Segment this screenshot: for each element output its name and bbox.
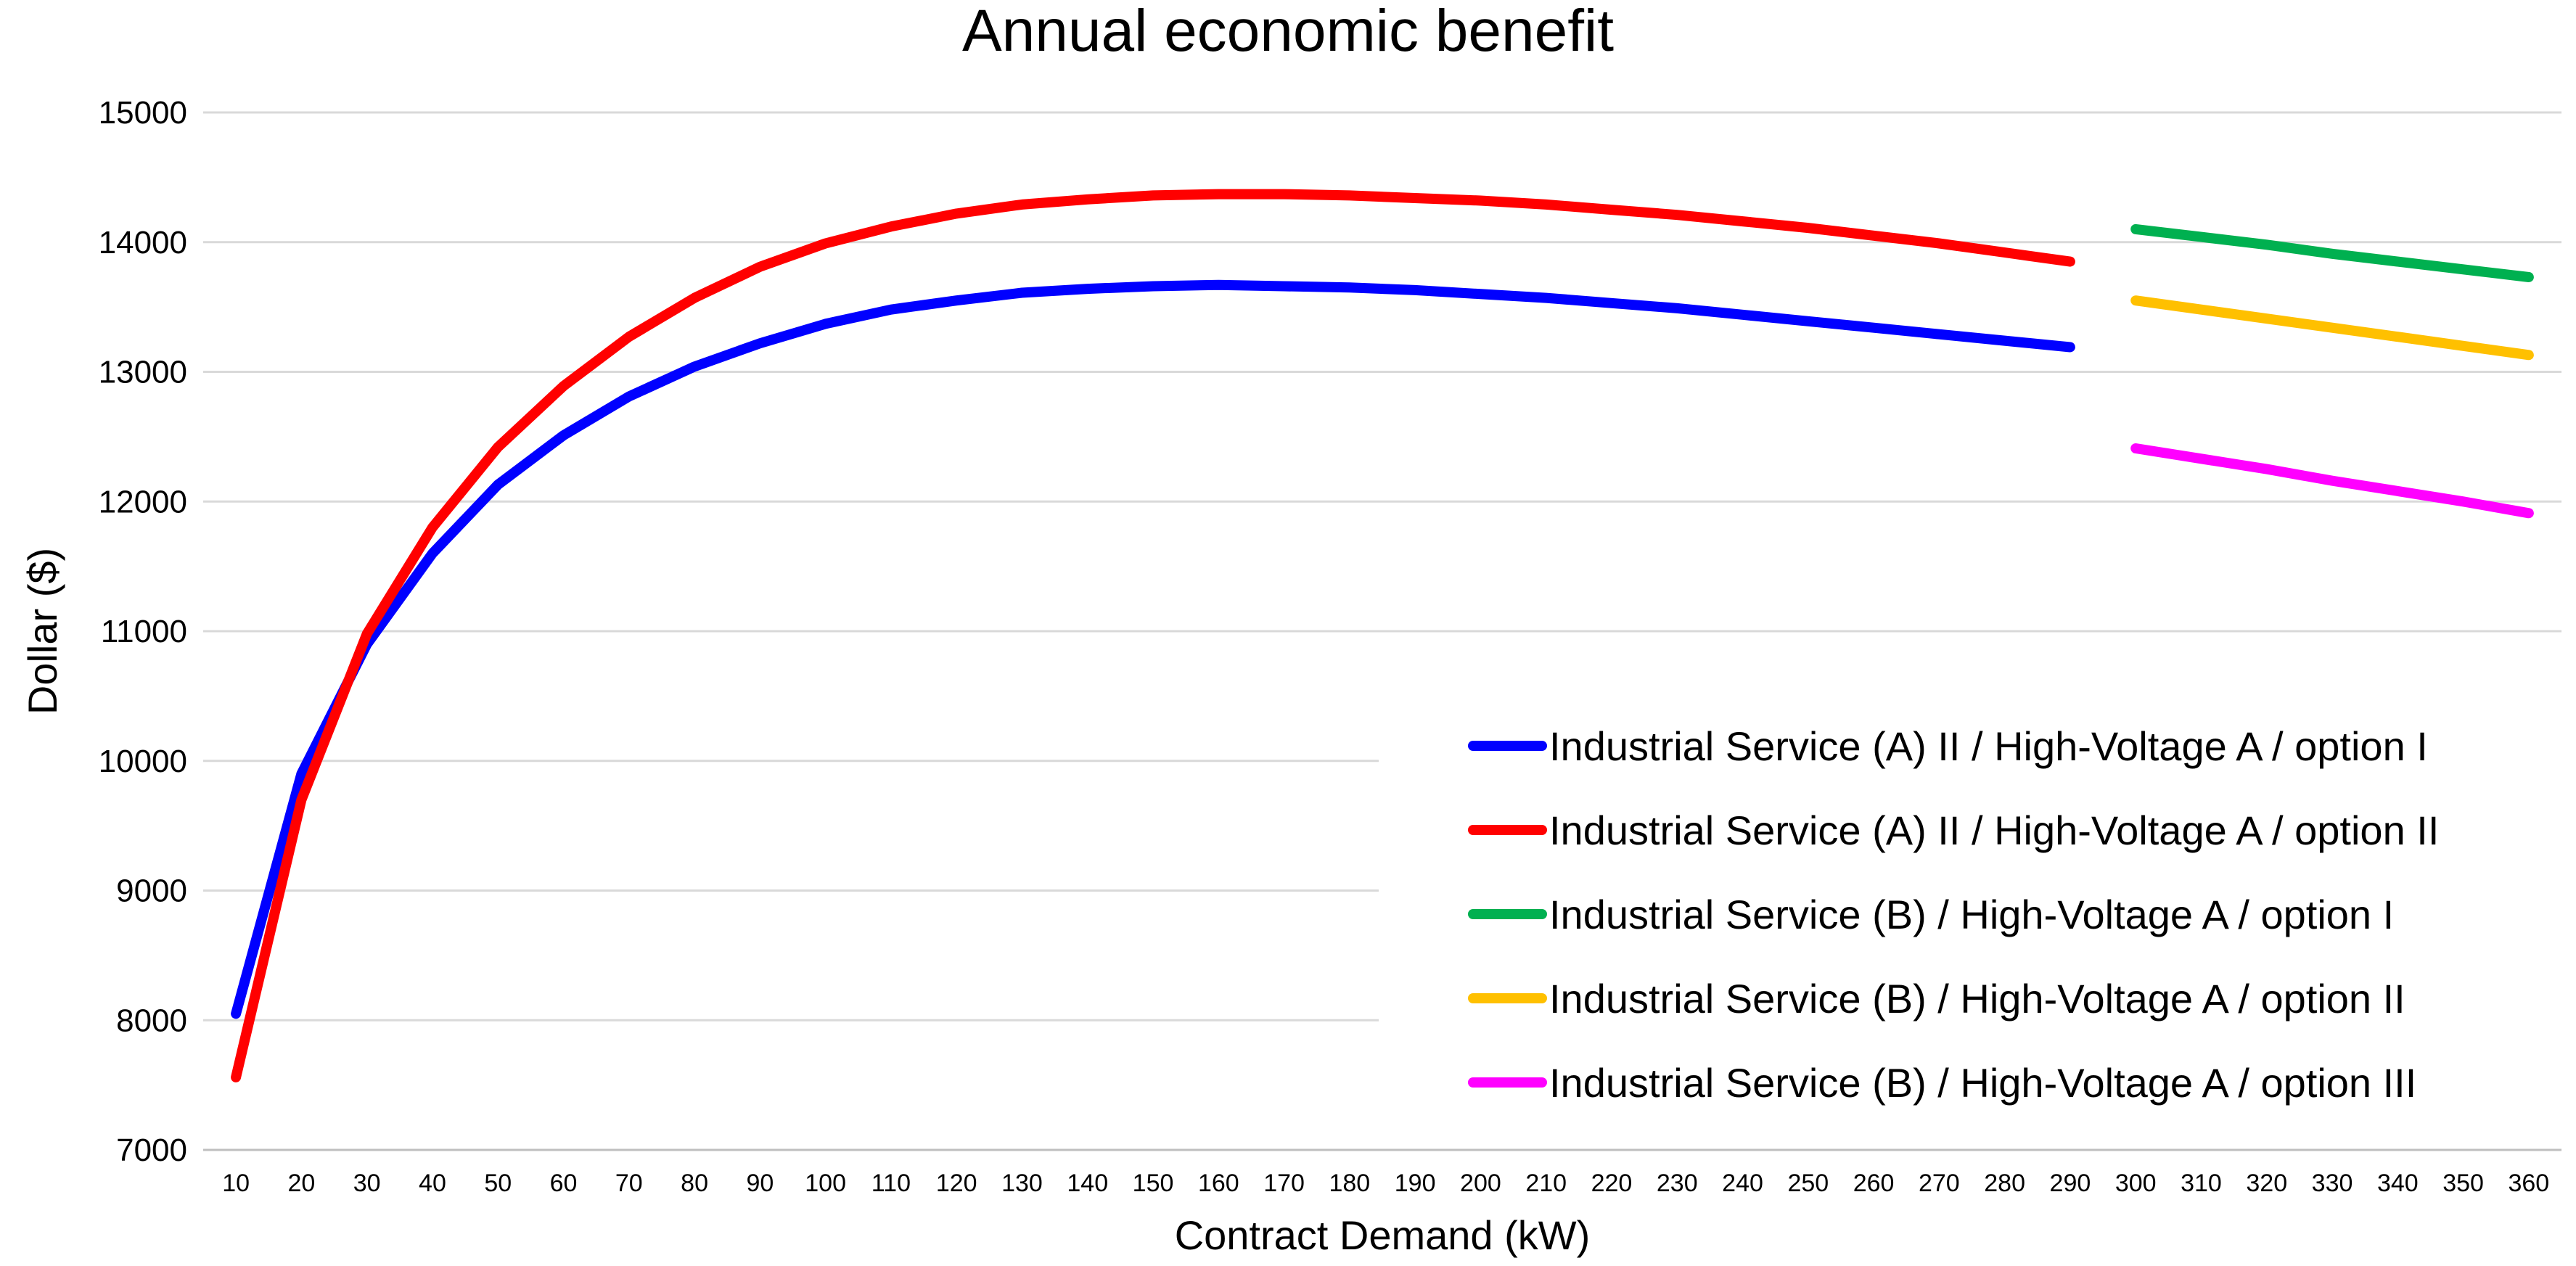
x-tick-label: 70 [615, 1170, 643, 1197]
series-line-1 [231, 279, 2075, 1019]
x-tick-label: 160 [1198, 1170, 1239, 1197]
y-tick-label: 15000 [99, 95, 187, 131]
y-tick-label: 12000 [99, 484, 187, 519]
gridlines [203, 111, 2561, 1151]
legend-label: Industrial Service (B) / High-Voltage A … [1549, 892, 2394, 937]
x-tick-label: 290 [2050, 1170, 2091, 1197]
x-tick-label: 300 [2115, 1170, 2157, 1197]
y-tick-label: 14000 [99, 225, 187, 260]
y-tick-label: 13000 [99, 355, 187, 390]
x-axis-label: Contract Demand (kW) [1175, 1212, 1591, 1258]
y-tick-label: 11000 [101, 614, 187, 649]
x-tick-label: 260 [1853, 1170, 1895, 1197]
x-tick-label: 320 [2246, 1170, 2287, 1197]
x-tick-label: 350 [2442, 1170, 2484, 1197]
x-tick-label: 140 [1067, 1170, 1108, 1197]
x-tick-label: 360 [2508, 1170, 2549, 1197]
x-tick-label: 180 [1329, 1170, 1370, 1197]
x-tick-label: 20 [288, 1170, 316, 1197]
x-tick-label: 60 [550, 1170, 578, 1197]
x-tick-label: 170 [1263, 1170, 1305, 1197]
y-tick-label: 9000 [116, 874, 187, 909]
x-tick-label: 330 [2312, 1170, 2353, 1197]
series-line-4 [2130, 295, 2534, 361]
legend-label: Industrial Service (B) / High-Voltage A … [1549, 976, 2405, 1022]
x-tick-label: 220 [1591, 1170, 1633, 1197]
series-lines [231, 189, 2534, 1082]
x-tick-label: 200 [1460, 1170, 1501, 1197]
x-tick-label: 30 [353, 1170, 381, 1197]
x-tick-label: 280 [1984, 1170, 2025, 1197]
x-tick-label: 310 [2181, 1170, 2222, 1197]
y-tick-label: 8000 [116, 1003, 187, 1038]
x-tick-label: 40 [419, 1170, 446, 1197]
y-tick-label: 10000 [99, 744, 187, 779]
x-axis-ticks: 10 20 30 40 50 60 70 80 90 100 110 120 130 140 150 160 1… [222, 1170, 2549, 1197]
x-tick-label: 50 [484, 1170, 512, 1197]
x-tick-label: 10 [222, 1170, 250, 1197]
x-tick-label: 240 [1722, 1170, 1763, 1197]
series-line-2 [231, 189, 2075, 1082]
x-tick-label: 80 [681, 1170, 708, 1197]
x-tick-label: 120 [936, 1170, 977, 1197]
x-tick-label: 270 [1919, 1170, 1960, 1197]
x-tick-label: 100 [805, 1170, 846, 1197]
y-axis-label: Dollar ($) [20, 548, 65, 715]
legend: Industrial Service (A) II / High-Voltage… [1468, 723, 2439, 1106]
chart-title: Annual economic benefit [962, 0, 1614, 64]
x-tick-label: 110 [871, 1170, 911, 1197]
x-tick-label: 190 [1395, 1170, 1436, 1197]
y-tick-label: 7000 [116, 1133, 187, 1168]
x-tick-label: 340 [2377, 1170, 2419, 1197]
y-axis-ticks: 7000 8000 9000 10000 11000 12000 13000 14000 150… [99, 95, 187, 1168]
series-line-3 [2130, 223, 2534, 282]
x-tick-label: 130 [1001, 1170, 1043, 1197]
legend-label: Industrial Service (B) / High-Voltage A … [1549, 1060, 2416, 1106]
x-tick-label: 90 [746, 1170, 774, 1197]
x-tick-label: 210 [1525, 1170, 1567, 1197]
x-tick-label: 250 [1787, 1170, 1829, 1197]
x-tick-label: 230 [1657, 1170, 1698, 1197]
series-line-5 [2130, 443, 2534, 519]
legend-label: Industrial Service (A) II / High-Voltage… [1549, 723, 2428, 769]
legend-label: Industrial Service (A) II / High-Voltage… [1549, 807, 2439, 853]
x-tick-label: 150 [1133, 1170, 1174, 1197]
